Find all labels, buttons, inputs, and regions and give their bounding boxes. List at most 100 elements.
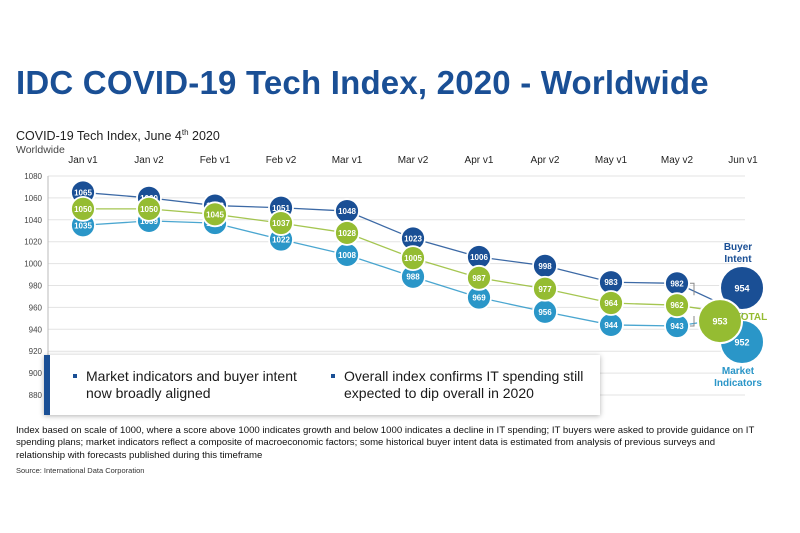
callout-bullet-2-text: Overall index confirms IT spending still… (344, 368, 584, 401)
subtitle-superscript: th (181, 128, 189, 137)
data-point: 1005 (400, 245, 426, 272)
x-tick-label: Apr v1 (465, 155, 494, 166)
end-point-label: 954 (734, 284, 749, 294)
data-label: 982 (670, 279, 684, 288)
bullet-square-icon (331, 374, 335, 378)
point-marker (70, 195, 96, 222)
page-title: IDC COVID-19 Tech Index, 2020 - Worldwid… (16, 64, 709, 101)
market-indicators-label-line2: Indicators (714, 378, 762, 389)
data-label: 1005 (404, 254, 422, 263)
end-point: 953 (697, 298, 743, 345)
data-label: 956 (538, 308, 552, 317)
data-point: 1037 (268, 210, 294, 236)
chart-subtitle: COVID-19 Tech Index, June 4th 2020 (16, 128, 220, 143)
x-tick-label: May v2 (661, 155, 694, 166)
point-marker (202, 201, 228, 228)
x-tick-label: Feb v2 (266, 155, 297, 166)
callout-box: Market indicators and buyer intent now b… (44, 355, 600, 415)
connector-line (690, 316, 695, 327)
point-marker (598, 290, 624, 316)
data-point: 1048 (334, 198, 360, 224)
data-label: 998 (538, 262, 552, 271)
data-point: 987 (466, 264, 492, 291)
data-point: 962 (664, 292, 690, 319)
end-point-label: 952 (734, 338, 749, 348)
data-label: 1050 (74, 205, 92, 214)
bullet-square-icon (73, 374, 77, 378)
point-marker (334, 220, 360, 246)
data-label: 1006 (470, 253, 488, 262)
y-tick-label: 1040 (24, 216, 42, 225)
data-label: 987 (472, 274, 486, 283)
connector-line (690, 282, 695, 296)
data-point: 1008 (334, 241, 360, 268)
data-label: 977 (538, 285, 552, 294)
data-label: 944 (604, 321, 618, 330)
buyer-intent-label-line2: Intent (724, 254, 752, 265)
data-label: 962 (670, 301, 684, 310)
data-label: 969 (472, 294, 486, 303)
end-point-label: 953 (712, 317, 727, 327)
y-tick-label: 980 (29, 282, 43, 291)
data-point: 964 (598, 290, 624, 316)
chart-region: Worldwide (16, 144, 65, 156)
tech-index-chart: 880 900 920 940 960 980 1000 1020 1040 1060 1080 Ja… (24, 155, 767, 400)
data-label: 1048 (338, 207, 356, 216)
point-marker (136, 195, 162, 222)
buyer-intent-label-line1: Buyer (724, 242, 752, 253)
x-tick-label: May v1 (595, 155, 628, 166)
y-tick-label: 940 (29, 325, 43, 334)
y-tick-label: 900 (29, 369, 43, 378)
data-point: 1028 (334, 220, 360, 246)
x-tick-label: Jan v1 (68, 155, 98, 166)
data-label: 1023 (404, 234, 422, 243)
data-point: 982 (664, 270, 690, 297)
callout-bullet-1: Market indicators and buyer intent now b… (73, 368, 326, 402)
data-point: 944 (598, 312, 624, 338)
data-label: 1065 (74, 188, 92, 197)
data-label: 1028 (338, 229, 356, 238)
x-tick-label: Apr v2 (531, 155, 560, 166)
x-tick-label: Feb v1 (200, 155, 231, 166)
data-label: 1022 (272, 236, 290, 245)
market-indicators-label-line1: Market (722, 366, 755, 377)
data-point: 956 (532, 298, 558, 325)
y-tick-label: 1060 (24, 194, 42, 203)
data-label: 1050 (140, 205, 158, 214)
x-tick-label: Jun v1 (728, 155, 758, 166)
data-point: 977 (532, 275, 558, 302)
data-label: 983 (604, 278, 618, 287)
data-label: 1051 (272, 204, 290, 213)
subtitle-year: 2020 (188, 129, 220, 144)
data-point: 1050 (136, 195, 162, 222)
end-point-marker (697, 298, 743, 345)
footnote: Index based on scale of 1000, where a sc… (16, 425, 755, 461)
point-marker (532, 275, 558, 302)
data-label: 964 (604, 299, 618, 308)
point-marker (466, 264, 492, 291)
total-label: TOTAL (735, 312, 767, 323)
data-label: 1037 (272, 219, 290, 228)
y-tick-label: 920 (29, 347, 43, 356)
x-tick-label: Mar v1 (332, 155, 363, 166)
point-marker (268, 210, 294, 236)
data-label: 1045 (206, 210, 224, 219)
point-marker (664, 292, 690, 319)
callout-accent-bar (44, 355, 50, 415)
y-tick-label: 1020 (24, 238, 42, 247)
end-point: 954 (719, 265, 765, 311)
y-tick-label: 960 (29, 303, 43, 312)
data-point: 1050 (70, 195, 96, 222)
x-tick-label: Jan v2 (134, 155, 164, 166)
callout-bullet-2: Overall index confirms IT spending still… (331, 368, 594, 402)
data-label: 1035 (74, 221, 92, 230)
x-tick-label: Mar v2 (398, 155, 429, 166)
data-point: 998 (532, 252, 558, 279)
subtitle-text: COVID-19 Tech Index, June 4 (16, 129, 182, 144)
data-label: 943 (670, 322, 684, 331)
data-point: 1045 (202, 201, 228, 228)
y-tick-label: 880 (29, 391, 43, 400)
point-marker (400, 245, 426, 272)
y-tick-label: 1000 (24, 260, 42, 269)
data-label: 988 (406, 273, 420, 282)
